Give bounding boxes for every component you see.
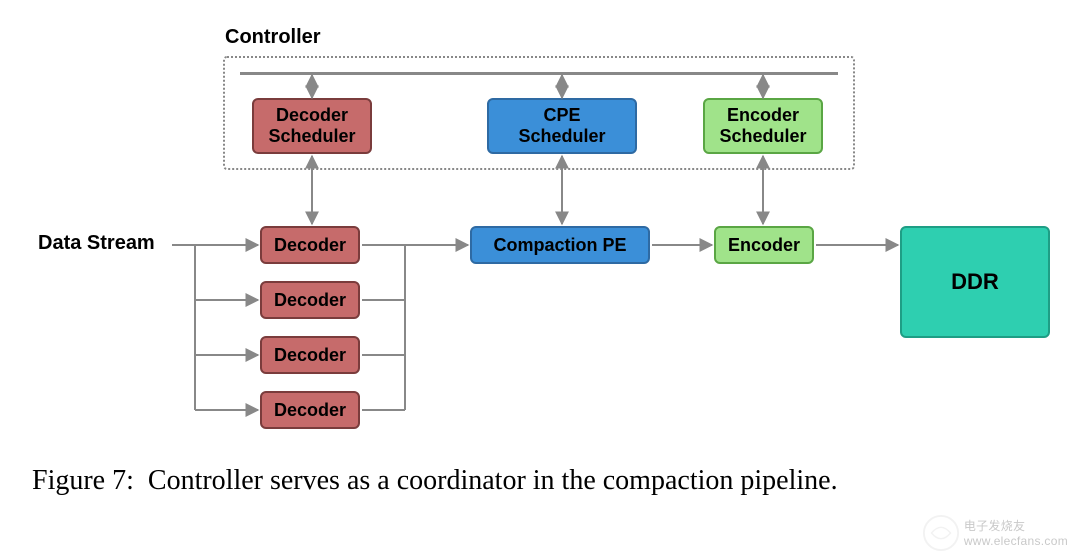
- encoder-node: Encoder: [714, 226, 814, 264]
- compaction-pe-node: Compaction PE: [470, 226, 650, 264]
- controller-title: Controller: [225, 26, 321, 49]
- decoder-node-0: Decoder: [260, 226, 360, 264]
- controller-bar: [240, 72, 838, 75]
- diagram-canvas: { "figure": { "type": "flowchart", "titl…: [0, 0, 1080, 556]
- decoder-node-2: Decoder: [260, 336, 360, 374]
- encoder-scheduler-node: EncoderScheduler: [703, 98, 823, 154]
- ddr-node: DDR: [900, 226, 1050, 338]
- watermark-icon: [922, 514, 960, 552]
- decoder-scheduler-node: DecoderScheduler: [252, 98, 372, 154]
- cpe-scheduler-node: CPEScheduler: [487, 98, 637, 154]
- data-stream-label: Data Stream: [38, 232, 155, 255]
- caption-prefix: Figure 7:: [32, 465, 134, 496]
- caption-text: Controller serves as a coordinator in th…: [148, 465, 838, 496]
- watermark-text: 电子发烧友 www.elecfans.com: [964, 517, 1068, 548]
- watermark-brand: 电子发烧友: [964, 519, 1026, 533]
- watermark-url: www.elecfans.com: [964, 534, 1068, 548]
- figure-caption: Figure 7: Controller serves as a coordin…: [32, 462, 838, 500]
- decoder-node-3: Decoder: [260, 391, 360, 429]
- decoder-node-1: Decoder: [260, 281, 360, 319]
